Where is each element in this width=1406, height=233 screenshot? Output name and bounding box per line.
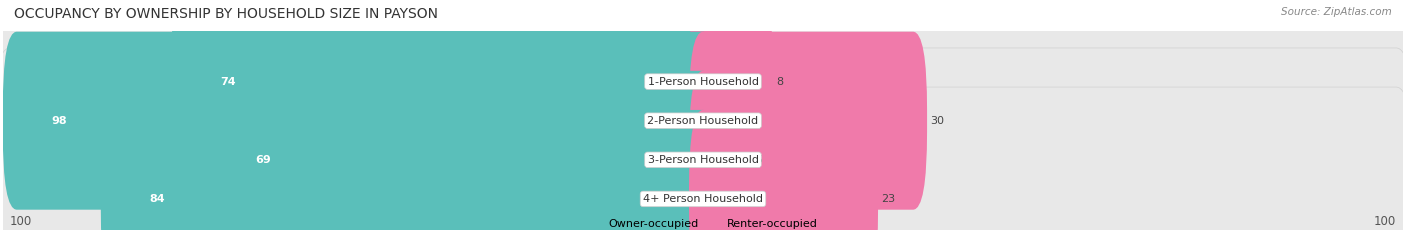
Text: Source: ZipAtlas.com: Source: ZipAtlas.com <box>1281 7 1392 17</box>
FancyBboxPatch shape <box>172 0 717 171</box>
FancyBboxPatch shape <box>689 0 773 171</box>
Text: 74: 74 <box>219 77 235 87</box>
Bar <box>3 140 1403 179</box>
Bar <box>3 179 1403 219</box>
Text: 5: 5 <box>755 155 762 165</box>
FancyBboxPatch shape <box>101 110 717 233</box>
Text: 1-Person Household: 1-Person Household <box>648 77 758 87</box>
Text: 84: 84 <box>150 194 166 204</box>
Text: 100: 100 <box>1374 215 1396 228</box>
FancyBboxPatch shape <box>0 0 1406 193</box>
Bar <box>3 101 1403 140</box>
Text: OCCUPANCY BY OWNERSHIP BY HOUSEHOLD SIZE IN PAYSON: OCCUPANCY BY OWNERSHIP BY HOUSEHOLD SIZE… <box>14 7 439 21</box>
Text: 98: 98 <box>52 116 67 126</box>
FancyBboxPatch shape <box>0 9 1406 233</box>
Legend: Owner-occupied, Renter-occupied: Owner-occupied, Renter-occupied <box>588 218 818 229</box>
FancyBboxPatch shape <box>689 71 752 233</box>
Text: 30: 30 <box>931 116 945 126</box>
Text: 100: 100 <box>10 215 32 228</box>
FancyBboxPatch shape <box>0 48 1406 233</box>
FancyBboxPatch shape <box>689 110 879 233</box>
Text: 23: 23 <box>882 194 896 204</box>
FancyBboxPatch shape <box>205 71 717 233</box>
Text: 3-Person Household: 3-Person Household <box>648 155 758 165</box>
Text: 8: 8 <box>776 77 783 87</box>
FancyBboxPatch shape <box>0 87 1406 233</box>
Bar <box>3 62 1403 101</box>
FancyBboxPatch shape <box>3 32 717 210</box>
Text: 4+ Person Household: 4+ Person Household <box>643 194 763 204</box>
Text: 69: 69 <box>254 155 270 165</box>
Text: 2-Person Household: 2-Person Household <box>647 116 759 126</box>
FancyBboxPatch shape <box>689 32 927 210</box>
